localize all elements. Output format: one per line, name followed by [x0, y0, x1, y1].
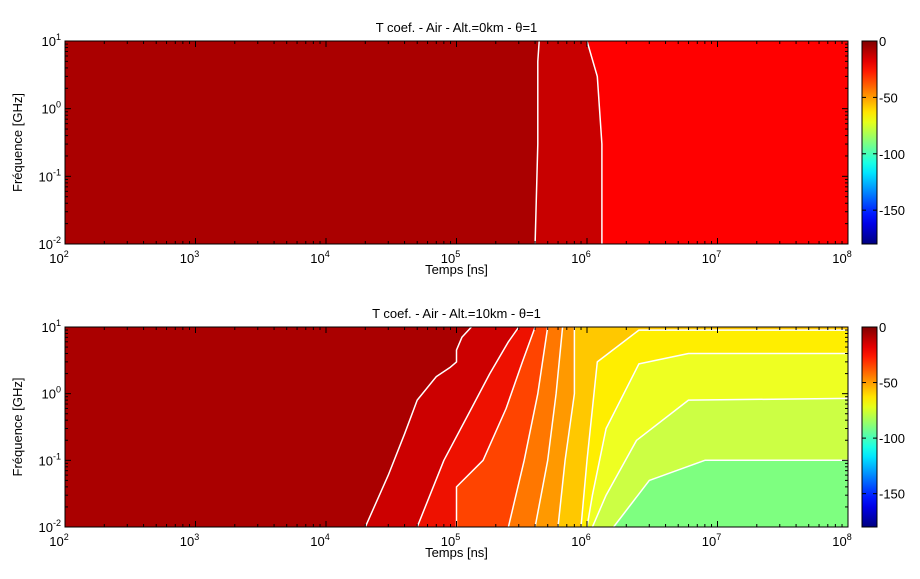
x-tick-label: 103 [180, 249, 199, 266]
contour-line [364, 327, 472, 527]
colorbar-tick-label: -150 [879, 203, 905, 218]
y-tick-label: 100 [42, 385, 61, 402]
x-tick-label: 102 [49, 249, 68, 266]
x-tick-label: 107 [702, 249, 721, 266]
x-tick-label: 104 [310, 532, 329, 549]
x-axis-label: Temps [ns] [425, 262, 488, 277]
x-tick-label: 103 [180, 532, 199, 549]
colorbar-tick-label: -50 [879, 90, 898, 105]
y-tick-label: 100 [42, 100, 61, 117]
contour-line [613, 459, 848, 527]
chart-title: T coef. - Air - Alt.=0km - θ=1 [376, 20, 538, 35]
y-tick-label: 10-1 [39, 167, 61, 184]
contour-line [591, 397, 848, 527]
y-axis-label: Fréquence [GHz] [10, 378, 25, 477]
contour-line [416, 327, 520, 527]
x-tick-label: 107 [702, 532, 721, 549]
x-tick-label: 106 [571, 249, 590, 266]
x-tick-label: 108 [832, 532, 851, 549]
contour-line [580, 329, 848, 527]
contour-line [557, 327, 576, 527]
colorbar [861, 40, 878, 245]
y-tick-label: 10-1 [39, 451, 61, 468]
x-tick-label: 108 [832, 249, 851, 266]
colorbar [861, 326, 878, 528]
colorbar-tick-label: 0 [879, 34, 886, 49]
colorbar-tick-label: -100 [879, 147, 905, 162]
contour-line [586, 352, 848, 527]
contour-line [507, 327, 549, 527]
chart-panel-2: 102 103 104 105 106 107 108 10-2 10-1 100 101 T coe… [10, 306, 905, 560]
x-tick-label: 105 [441, 249, 460, 266]
region-fill [65, 41, 540, 244]
y-tick-label: 10-2 [39, 518, 61, 535]
colorbar-tick-label: -50 [879, 376, 898, 391]
chart-panel-1: 102 103 104 105 106 107 108 10-2 10-1 100 101 T coe… [10, 20, 905, 277]
contour-line [455, 327, 536, 527]
y-tick-label: 101 [42, 32, 61, 49]
colorbar-tick-label: -150 [879, 487, 905, 502]
x-tick-label: 105 [441, 532, 460, 549]
contour-line [586, 41, 603, 244]
x-tick-label: 102 [49, 532, 68, 549]
contour-line [534, 327, 564, 527]
region-fill [65, 327, 472, 527]
colorbar-tick-label: 0 [879, 320, 886, 335]
contour-line [534, 41, 540, 244]
colorbar-tick-label: -100 [879, 431, 905, 446]
chart-title: T coef. - Air - Alt.=10km - θ=1 [372, 306, 541, 321]
x-axis-label: Temps [ns] [425, 545, 488, 560]
y-tick-label: 10-2 [39, 235, 61, 252]
y-axis-label: Fréquence [GHz] [10, 93, 25, 192]
y-tick-label: 101 [42, 318, 61, 335]
x-tick-label: 106 [571, 532, 590, 549]
x-tick-label: 104 [310, 249, 329, 266]
